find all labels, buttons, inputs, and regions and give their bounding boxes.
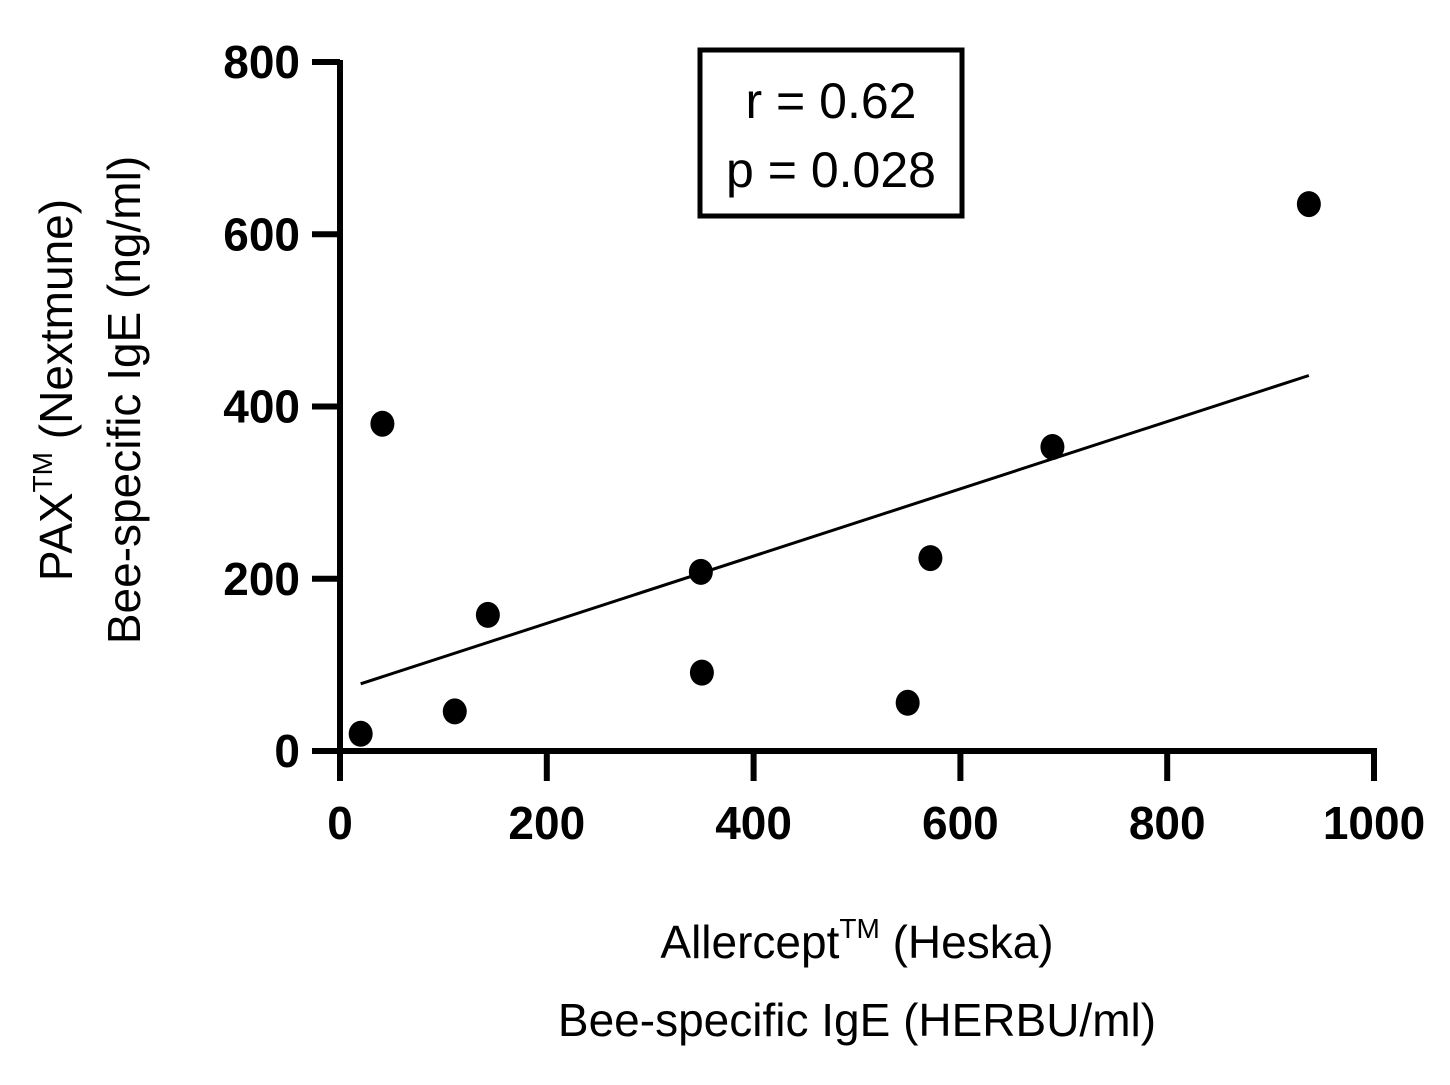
- stat-p-label: p = 0.028: [726, 142, 936, 198]
- axes: 0 200 400 600 800 0 200 400 600 800 1000: [223, 36, 1425, 849]
- data-points: [348, 191, 1321, 747]
- stats-box-border: [697, 47, 965, 219]
- data-point: [442, 698, 467, 725]
- x-axis-title: AllerceptTM (Heska) Bee-specific IgE (HER…: [558, 913, 1156, 1046]
- y-tick-label: 200: [223, 553, 300, 605]
- x-tick-label: 800: [1129, 797, 1206, 849]
- data-point: [370, 410, 395, 437]
- data-point: [918, 545, 943, 572]
- x-tick-label: 400: [715, 797, 792, 849]
- y-tick-label: 0: [274, 725, 300, 777]
- y-tick-label: 400: [223, 381, 300, 433]
- y-tick-label: 800: [223, 36, 300, 88]
- stat-r-label: r = 0.62: [746, 73, 917, 129]
- data-point: [689, 659, 714, 686]
- stats-box: r = 0.62 p = 0.028: [697, 47, 965, 219]
- x-tick-label: 1000: [1323, 797, 1425, 849]
- y-tick-label: 600: [223, 208, 300, 260]
- data-point: [348, 720, 373, 747]
- axis-title-line: AllerceptTM (Heska): [660, 913, 1053, 968]
- y-axis-title: PAXTM (Nextmune) Bee-specific IgE (ng/ml): [27, 156, 150, 644]
- axis-title-line: Bee-specific IgE (HERBU/ml): [558, 994, 1156, 1046]
- regression-line-path: [360, 374, 1310, 686]
- x-tick-label: 600: [922, 797, 999, 849]
- data-point: [1040, 433, 1065, 460]
- axis-title-line: Bee-specific IgE (ng/ml): [98, 156, 150, 644]
- data-point: [688, 558, 713, 585]
- data-point: [1296, 191, 1321, 218]
- x-tick-label: 200: [508, 797, 585, 849]
- axis-title-line: PAXTM (Nextmune): [27, 199, 82, 581]
- data-point: [895, 689, 920, 716]
- data-point: [475, 601, 500, 628]
- regression-line: [360, 374, 1310, 686]
- x-tick-label: 0: [327, 797, 353, 849]
